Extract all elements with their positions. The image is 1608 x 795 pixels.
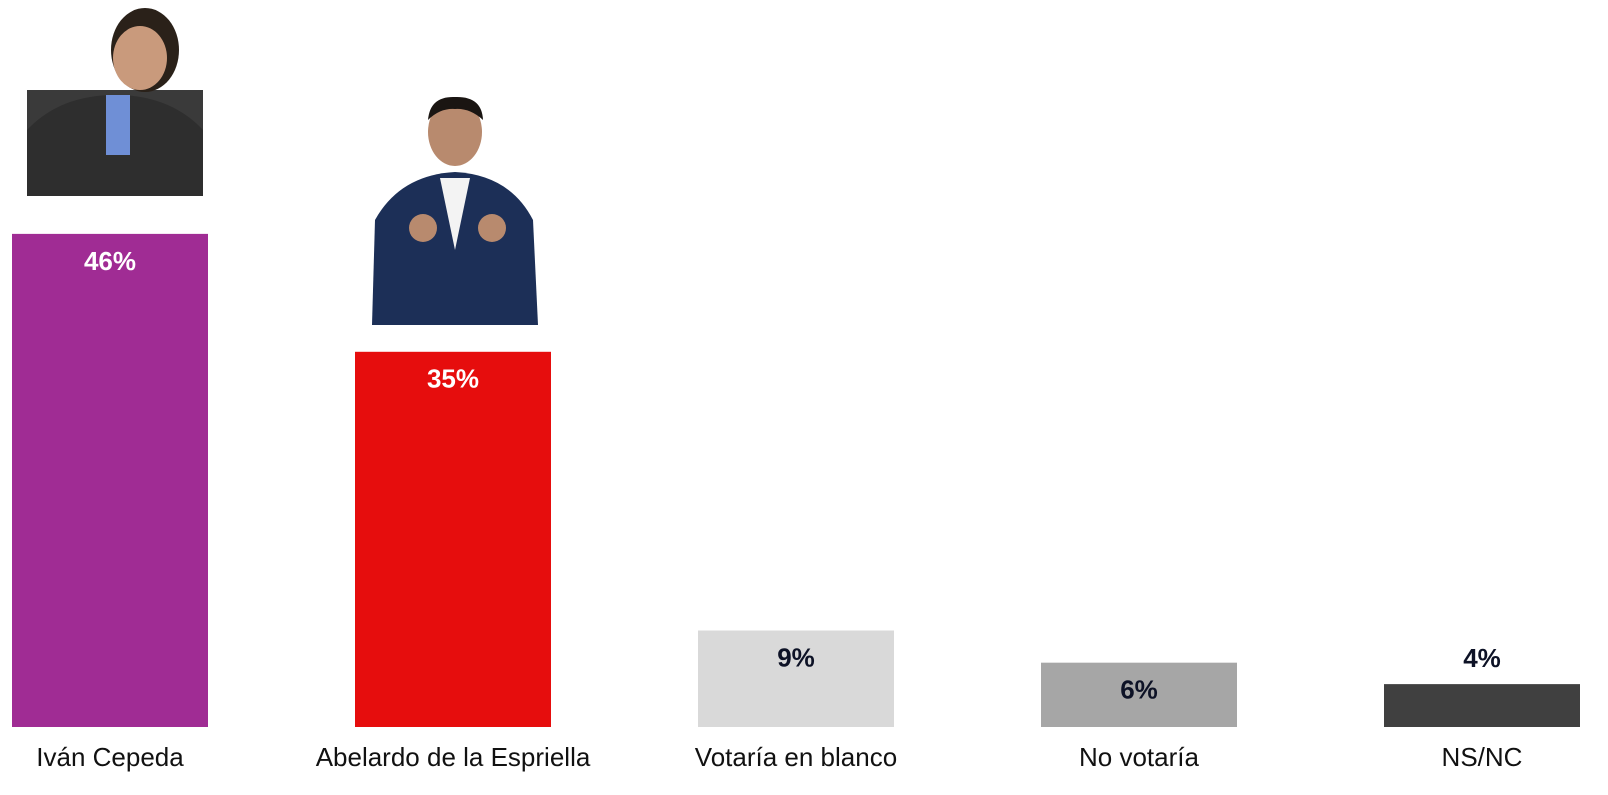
bar [1041,662,1237,727]
value-label: 46% [84,246,136,276]
bar [355,351,551,727]
x-tick-label: Iván Cepeda [36,742,184,772]
x-tick-label: NS/NC [1442,742,1523,772]
bar [1384,684,1580,727]
value-label: 4% [1463,643,1501,673]
portrait [27,8,203,196]
value-label: 35% [427,364,479,394]
value-label: 6% [1120,675,1158,705]
bar [12,233,208,727]
bar [698,630,894,727]
x-tick-label: No votaría [1079,742,1199,772]
value-label: 9% [777,642,815,672]
x-tick-label: Abelardo de la Espriella [316,742,591,772]
x-tick-label: Votaría en blanco [695,742,897,772]
portrait [372,96,538,325]
